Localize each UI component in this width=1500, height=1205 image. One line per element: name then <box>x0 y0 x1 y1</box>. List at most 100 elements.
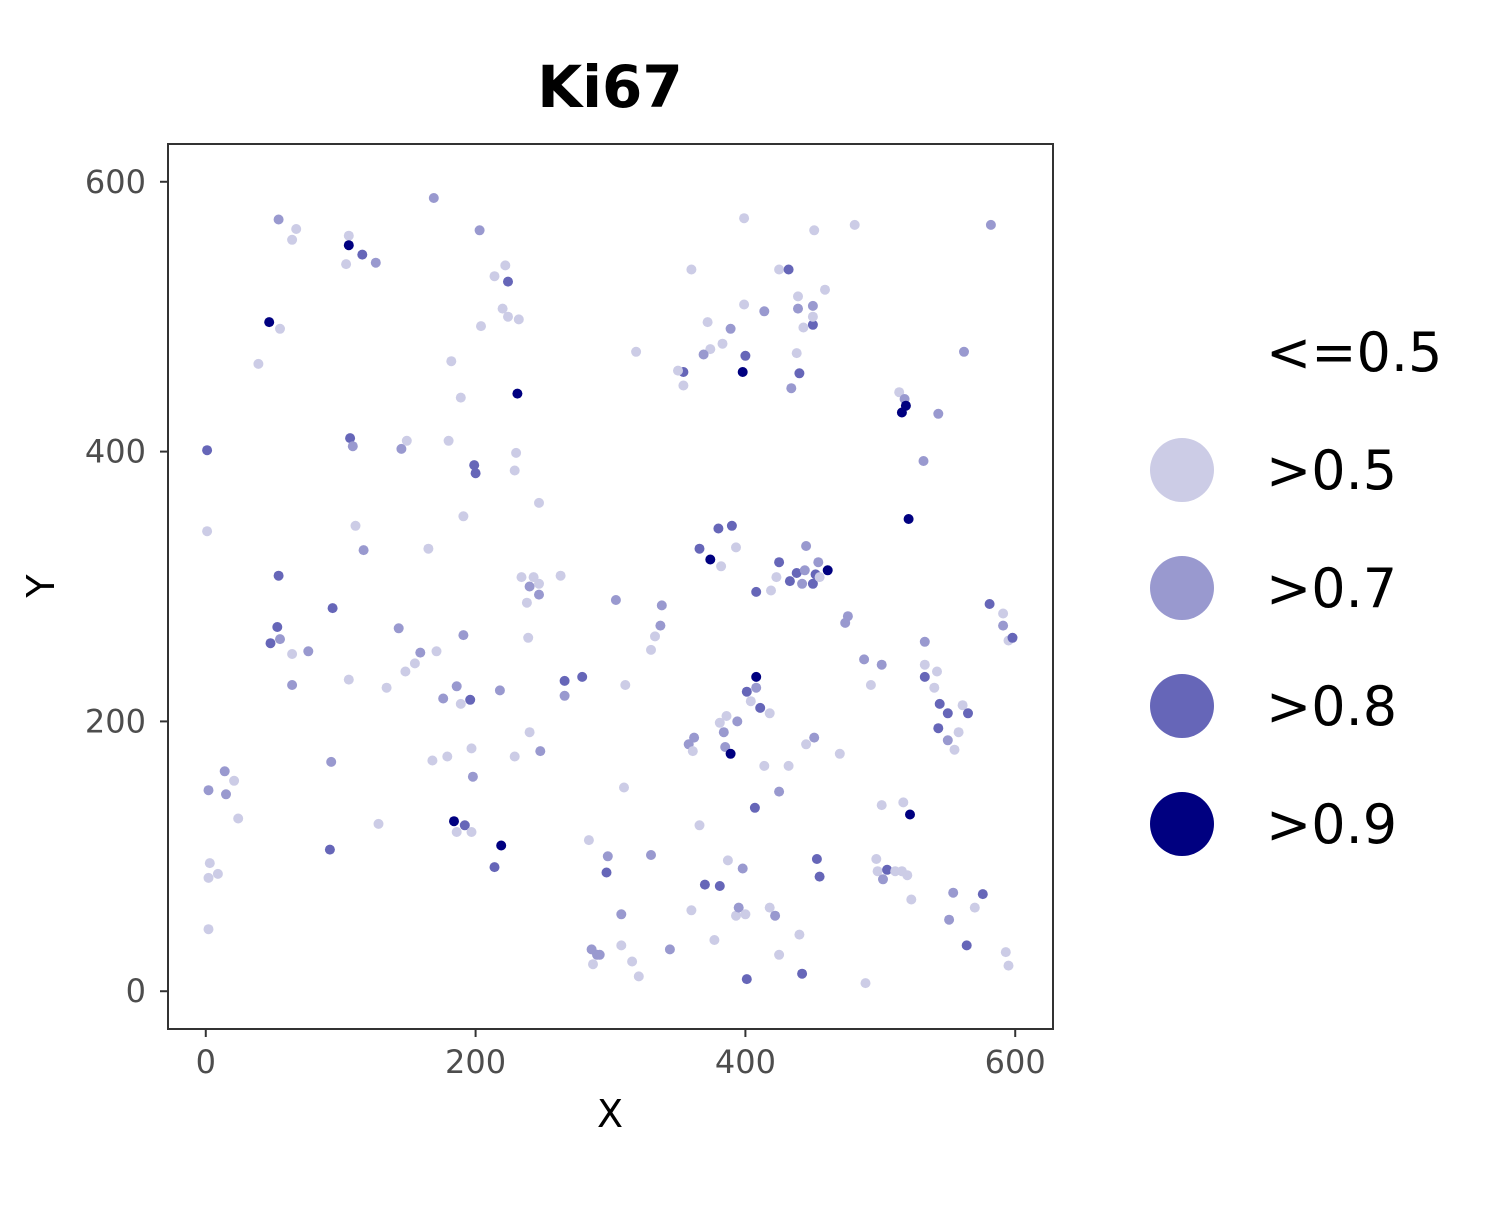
data-point <box>797 968 808 979</box>
data-point <box>822 565 833 576</box>
data-point <box>431 646 442 657</box>
data-point <box>212 868 223 879</box>
data-point <box>948 887 959 898</box>
data-point <box>509 465 520 476</box>
data-point <box>203 924 214 935</box>
data-point <box>559 675 570 686</box>
data-point <box>465 694 476 705</box>
data-point <box>393 623 404 634</box>
data-point <box>528 572 539 583</box>
data-point <box>500 260 511 271</box>
data-point <box>929 682 940 693</box>
data-point <box>905 809 915 820</box>
data-point <box>741 686 752 697</box>
data-point <box>903 514 914 524</box>
data-point <box>872 866 883 877</box>
x-tick-label: 600 <box>985 1043 1046 1081</box>
data-point <box>959 346 969 357</box>
data-point <box>725 323 736 334</box>
data-point <box>689 732 700 743</box>
data-point <box>770 910 781 921</box>
data-point <box>739 299 750 310</box>
data-point <box>381 682 392 693</box>
plot-panel-border <box>167 143 1054 1030</box>
data-point <box>470 468 481 479</box>
data-point <box>1000 947 1011 958</box>
data-point <box>934 698 945 709</box>
data-point <box>455 392 466 403</box>
data-point <box>731 910 741 921</box>
data-point <box>801 541 812 551</box>
legend-key <box>1150 556 1214 620</box>
data-point <box>620 680 631 690</box>
data-point <box>343 230 354 241</box>
data-point <box>409 658 420 669</box>
data-point <box>345 433 356 444</box>
data-point <box>957 700 968 711</box>
data-point <box>203 785 214 796</box>
data-point <box>253 358 264 369</box>
data-point <box>783 760 794 771</box>
data-point <box>705 344 716 355</box>
data-point <box>791 568 802 578</box>
data-point <box>807 319 818 330</box>
data-point <box>343 674 354 685</box>
data-point <box>523 632 534 643</box>
data-point <box>699 879 710 890</box>
data-point <box>801 739 812 750</box>
data-point <box>749 802 760 813</box>
data-point <box>451 681 462 692</box>
data-point <box>203 872 214 883</box>
data-point <box>496 840 507 851</box>
data-point <box>678 380 689 391</box>
data-point <box>755 702 766 713</box>
data-point <box>401 435 412 446</box>
data-point <box>272 622 283 632</box>
data-point <box>324 844 335 855</box>
data-point <box>751 682 762 693</box>
data-point <box>969 902 980 913</box>
data-point <box>705 554 716 565</box>
data-point <box>942 708 953 719</box>
data-point <box>933 408 944 419</box>
data-point <box>774 949 785 960</box>
data-point <box>627 956 638 967</box>
data-point <box>709 935 720 945</box>
data-point <box>871 854 882 864</box>
data-point <box>764 902 775 913</box>
x-tick-label: 0 <box>196 1043 216 1081</box>
data-point <box>275 323 285 334</box>
data-point <box>731 542 741 553</box>
points-layer <box>202 193 1018 989</box>
data-point <box>511 447 522 458</box>
data-point <box>373 818 384 829</box>
data-point <box>794 929 805 940</box>
data-point <box>932 666 942 677</box>
data-point <box>326 756 337 767</box>
data-point <box>610 595 621 605</box>
data-point <box>737 863 748 874</box>
data-point <box>656 600 667 611</box>
data-point <box>894 387 905 398</box>
data-point <box>466 827 477 837</box>
data-point <box>759 306 770 317</box>
data-point <box>716 561 727 572</box>
data-point <box>898 797 909 808</box>
data-point <box>902 870 913 881</box>
data-point <box>814 871 825 882</box>
data-point <box>811 854 822 864</box>
data-point <box>865 680 876 690</box>
data-point <box>698 349 709 360</box>
data-point <box>631 346 642 357</box>
data-point <box>476 321 486 332</box>
data-point <box>534 497 544 508</box>
x-tick-label: 200 <box>445 1043 506 1081</box>
data-point <box>291 224 302 234</box>
data-point <box>860 978 871 989</box>
data-point <box>577 671 588 682</box>
legend-label: >0.7 <box>1266 557 1397 620</box>
data-point <box>919 671 930 682</box>
data-point <box>740 909 751 920</box>
data-point <box>820 284 830 295</box>
y-tick-label: 0 <box>126 972 146 1010</box>
